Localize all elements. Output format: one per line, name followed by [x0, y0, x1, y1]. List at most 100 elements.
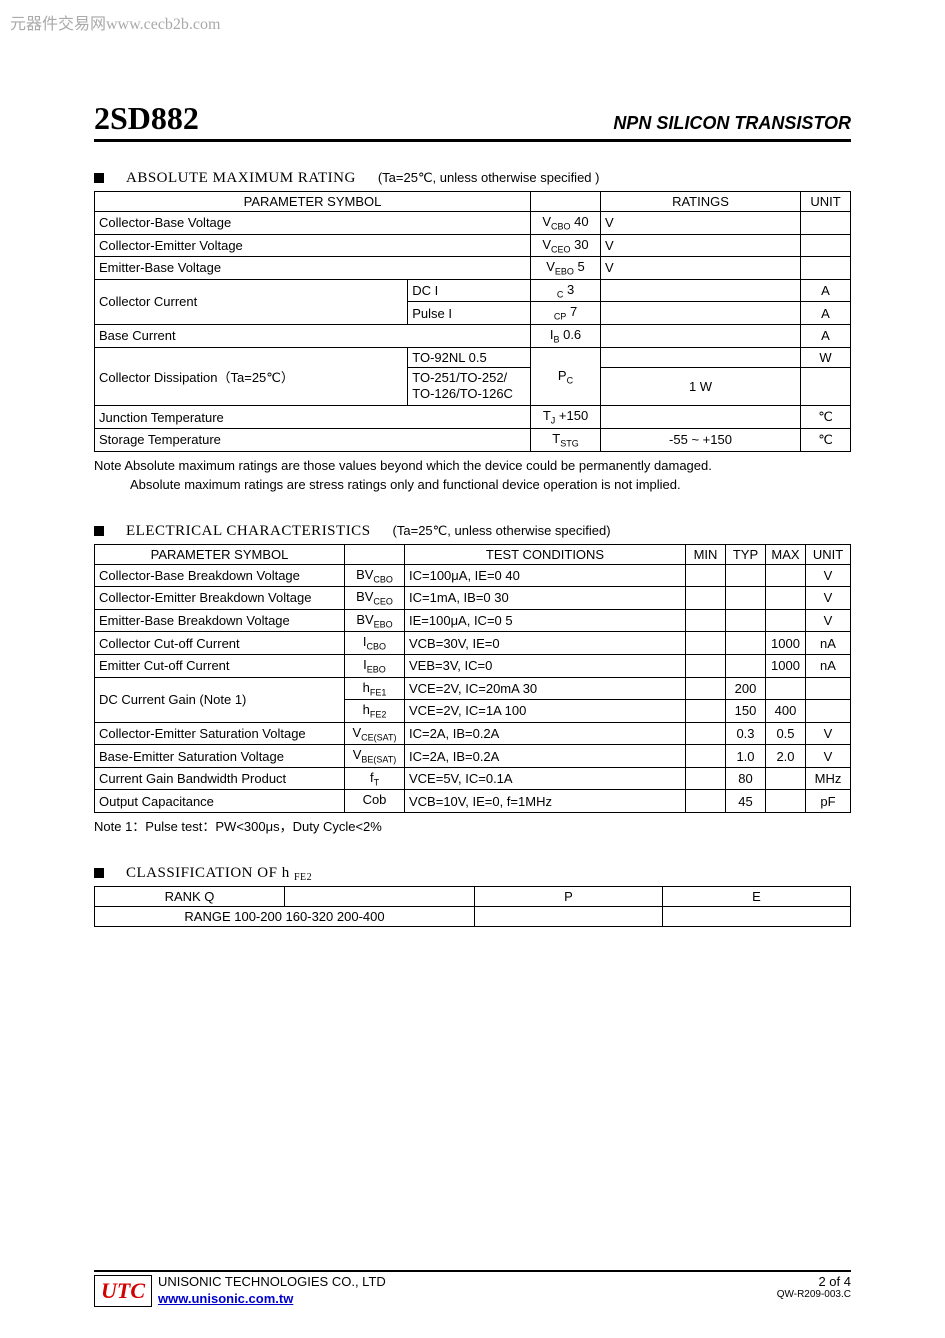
table-row: Emitter Cut-off Current IEBO VEB=3V, IC=… — [95, 654, 851, 677]
cell — [726, 587, 766, 610]
footer-right: 2 of 4 QW-R209-003.C — [777, 1274, 851, 1300]
section-1-head: ABSOLUTE MAXIMUM RATING (Ta=25℃, unless … — [94, 170, 851, 187]
cell: nA — [806, 632, 851, 655]
table-elec-char: PARAMETER SYMBOL TEST CONDITIONS MIN TYP… — [94, 544, 851, 814]
cell — [686, 700, 726, 723]
cell-rating — [601, 324, 801, 347]
cell — [686, 745, 726, 768]
cell: BVCEO — [345, 587, 405, 610]
col-header: PARAMETER SYMBOL — [95, 192, 531, 212]
table-row: Collector Cut-off Current ICBO VCB=30V, … — [95, 632, 851, 655]
cell: Collector-Emitter Breakdown Voltage — [95, 587, 345, 610]
section-1-condition: (Ta=25℃, unless otherwise specified ) — [378, 170, 600, 186]
bullet-icon — [94, 868, 104, 878]
cell-unit: ℃ — [801, 428, 851, 451]
cell-symbol: C 3 — [531, 279, 601, 302]
footer-company: UNISONIC TECHNOLOGIES CO., LTD www.uniso… — [158, 1274, 386, 1308]
cell — [686, 564, 726, 587]
col-header: UNIT — [801, 192, 851, 212]
cell-unit — [801, 367, 851, 406]
table-row: RANK Q P E — [95, 886, 851, 906]
table-row: Collector Dissipation（Ta=25℃） TO-92NL 0.… — [95, 347, 851, 367]
cell-symbol: TJ +150 — [531, 406, 601, 429]
cell: hFE2 — [345, 700, 405, 723]
cell-sub: Pulse I — [408, 302, 531, 325]
cell-symbol: VCBO 40 — [531, 212, 601, 235]
section-2-title: ELECTRICAL CHARACTERISTICS — [126, 523, 371, 540]
cell: 0.3 — [726, 722, 766, 745]
table-row: Storage Temperature TSTG -55 ~ +150 ℃ — [95, 428, 851, 451]
cell — [726, 654, 766, 677]
cell: VCB=10V, IE=0, f=1MHz — [405, 790, 686, 813]
cell: nA — [806, 654, 851, 677]
table-row: DC Current Gain (Note 1) hFE1 VCE=2V, IC… — [95, 677, 851, 700]
cell: IE=100μA, IC=0 5 — [405, 609, 686, 632]
cell: Collector Cut-off Current — [95, 632, 345, 655]
company-name: UNISONIC TECHNOLOGIES CO., LTD — [158, 1274, 386, 1291]
cell — [766, 767, 806, 790]
cell: BVEBO — [345, 609, 405, 632]
cell — [686, 677, 726, 700]
table-row: Base Current IB 0.6 A — [95, 324, 851, 347]
col-header: UNIT — [806, 544, 851, 564]
cell: Emitter-Base Breakdown Voltage — [95, 609, 345, 632]
cell — [766, 677, 806, 700]
bullet-icon — [94, 526, 104, 536]
cell — [686, 609, 726, 632]
cell-unit — [801, 257, 851, 280]
cell: IC=100μA, IE=0 40 — [405, 564, 686, 587]
cell — [806, 700, 851, 723]
cell — [686, 790, 726, 813]
cell: 150 — [726, 700, 766, 723]
note-text: Note Absolute maximum ratings are those … — [94, 456, 851, 495]
cell-rating — [601, 279, 801, 302]
cell-param: Collector-Emitter Voltage — [95, 234, 531, 257]
cell-unit: A — [801, 279, 851, 302]
cell-unit: W — [801, 347, 851, 367]
cell: IC=1mA, IB=0 30 — [405, 587, 686, 610]
table-row: Emitter-Base Breakdown Voltage BVEBO IE=… — [95, 609, 851, 632]
cell: 1.0 — [726, 745, 766, 768]
col-header: RATINGS — [601, 192, 801, 212]
cell-rating — [601, 302, 801, 325]
cell: VCB=30V, IE=0 — [405, 632, 686, 655]
cell-param: Emitter-Base Voltage — [95, 257, 531, 280]
table-row: Emitter-Base Voltage VEBO 5 V — [95, 257, 851, 280]
page: 元器件交易网www.cecb2b.com 2SD882 NPN SILICON … — [0, 0, 945, 1338]
page-number: 2 of 4 — [777, 1274, 851, 1289]
cell — [766, 790, 806, 813]
cell-param: Junction Temperature — [95, 406, 531, 429]
cell: V — [806, 587, 851, 610]
col-header: PARAMETER SYMBOL — [95, 544, 345, 564]
cell-symbol: VEBO 5 — [531, 257, 601, 280]
note-text: Note 1：Pulse test：PW<300μs，Duty Cycle<2% — [94, 817, 851, 837]
cell: Base-Emitter Saturation Voltage — [95, 745, 345, 768]
cell — [686, 722, 726, 745]
cell: 80 — [726, 767, 766, 790]
cell: Emitter Cut-off Current — [95, 654, 345, 677]
cell: Collector-Emitter Saturation Voltage — [95, 722, 345, 745]
cell-symbol: PC — [531, 347, 601, 406]
cell — [766, 564, 806, 587]
cell: DC Current Gain (Note 1) — [95, 677, 345, 722]
cell: VCE(SAT) — [345, 722, 405, 745]
cell-param: Base Current — [95, 324, 531, 347]
cell: Output Capacitance — [95, 790, 345, 813]
cell: 0.5 — [766, 722, 806, 745]
cell: 45 — [726, 790, 766, 813]
cell: RANK Q — [95, 886, 285, 906]
footer-link[interactable]: www.unisonic.com.tw — [158, 1291, 386, 1308]
part-number: 2SD882 — [94, 100, 199, 137]
cell: IC=2A, IB=0.2A — [405, 745, 686, 768]
cell: Cob — [345, 790, 405, 813]
cell-sub: DC I — [408, 279, 531, 302]
table-row: PARAMETER SYMBOL TEST CONDITIONS MIN TYP… — [95, 544, 851, 564]
cell: 2.0 — [766, 745, 806, 768]
cell: 200 — [726, 677, 766, 700]
cell-rating: V — [601, 257, 801, 280]
cell-param: Collector Dissipation（Ta=25℃） — [95, 347, 408, 406]
cell: MHz — [806, 767, 851, 790]
cell: V — [806, 745, 851, 768]
col-header: TEST CONDITIONS — [405, 544, 686, 564]
cell — [686, 587, 726, 610]
